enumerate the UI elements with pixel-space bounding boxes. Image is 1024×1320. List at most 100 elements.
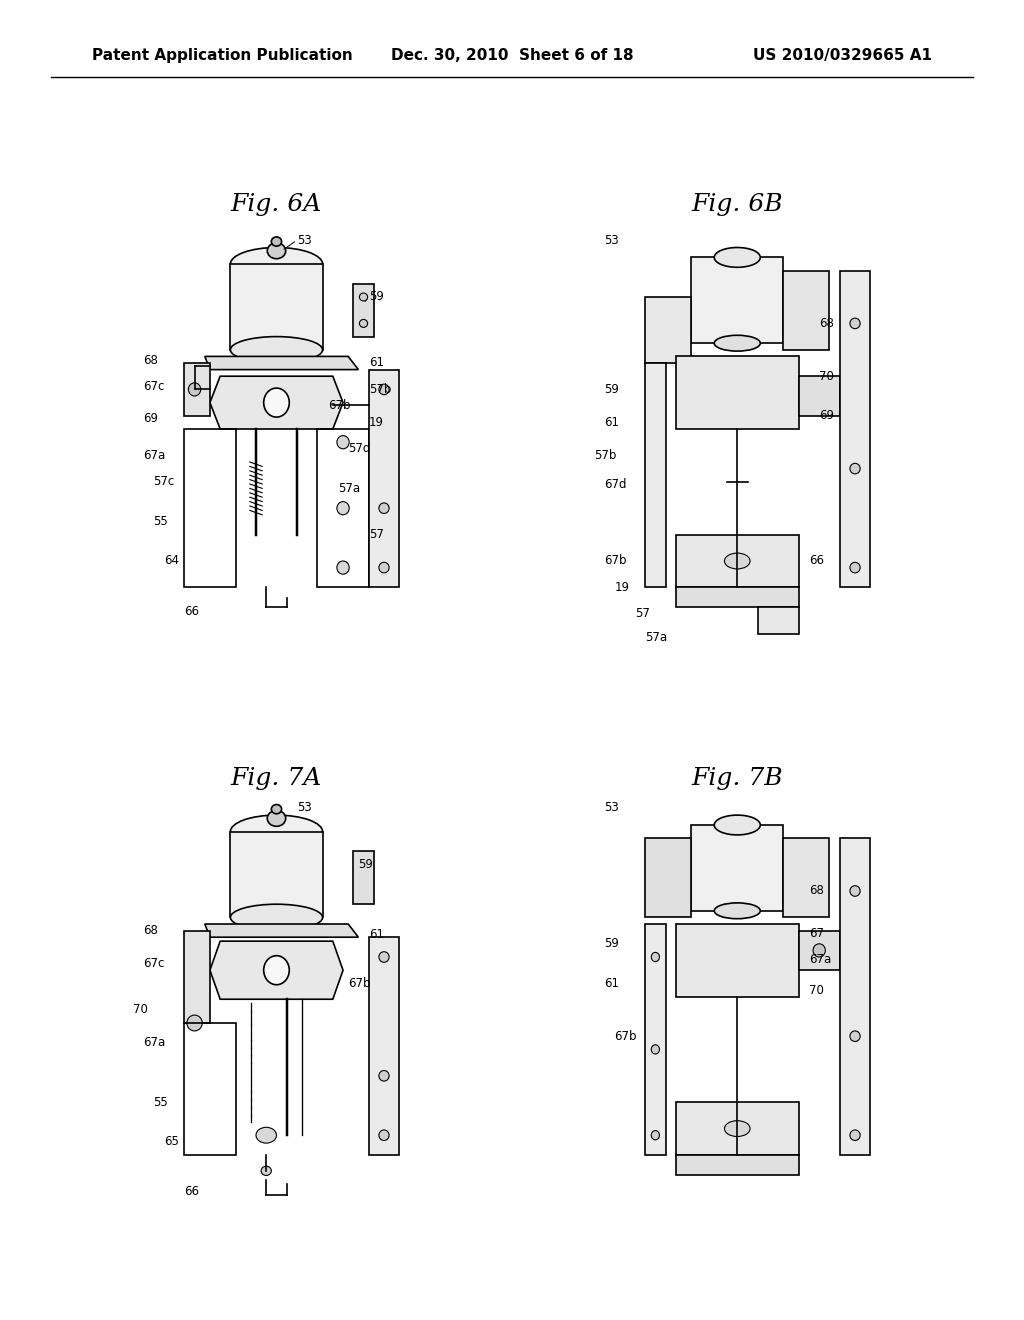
Text: 61: 61: [604, 416, 620, 429]
Ellipse shape: [725, 553, 750, 569]
Polygon shape: [840, 838, 870, 1155]
Polygon shape: [205, 924, 358, 937]
Polygon shape: [645, 297, 691, 363]
Text: 57: 57: [369, 528, 384, 541]
Text: 61: 61: [369, 356, 384, 370]
Text: 57b: 57b: [594, 449, 616, 462]
Polygon shape: [799, 931, 840, 970]
Ellipse shape: [714, 903, 760, 919]
Ellipse shape: [850, 318, 860, 329]
Text: 67: 67: [809, 927, 824, 940]
Text: 67d: 67d: [604, 478, 627, 491]
Polygon shape: [210, 941, 343, 999]
Ellipse shape: [359, 293, 368, 301]
Text: Fig. 7A: Fig. 7A: [230, 767, 323, 791]
Ellipse shape: [230, 337, 323, 363]
Ellipse shape: [186, 1015, 203, 1031]
Text: 69: 69: [143, 412, 159, 425]
Text: 57b: 57b: [369, 383, 391, 396]
Text: 67a: 67a: [143, 1036, 166, 1049]
Text: 53: 53: [297, 234, 311, 247]
Polygon shape: [369, 937, 399, 1155]
Text: 59: 59: [604, 383, 620, 396]
Ellipse shape: [850, 1130, 860, 1140]
Polygon shape: [676, 1155, 799, 1175]
Text: 57a: 57a: [645, 631, 668, 644]
Text: 59: 59: [358, 858, 374, 871]
Text: 57c: 57c: [154, 475, 175, 488]
Text: 59: 59: [604, 937, 620, 950]
Bar: [691, 257, 783, 343]
Text: 65: 65: [164, 1135, 179, 1148]
Text: 66: 66: [184, 1185, 200, 1199]
Polygon shape: [676, 1102, 799, 1155]
Text: Dec. 30, 2010  Sheet 6 of 18: Dec. 30, 2010 Sheet 6 of 18: [391, 48, 633, 63]
Ellipse shape: [379, 1071, 389, 1081]
Ellipse shape: [714, 814, 760, 836]
Text: 64: 64: [164, 554, 179, 568]
Text: 67a: 67a: [809, 953, 831, 966]
Text: 69: 69: [819, 409, 835, 422]
Ellipse shape: [379, 503, 389, 513]
Polygon shape: [676, 587, 799, 607]
Polygon shape: [676, 535, 799, 587]
Ellipse shape: [264, 956, 290, 985]
Text: 57d: 57d: [348, 442, 371, 455]
Ellipse shape: [188, 383, 201, 396]
Ellipse shape: [725, 1121, 750, 1137]
Polygon shape: [184, 363, 210, 416]
Polygon shape: [676, 356, 799, 429]
Ellipse shape: [651, 1130, 659, 1139]
Ellipse shape: [359, 319, 368, 327]
Text: 67b: 67b: [604, 554, 627, 568]
Polygon shape: [210, 376, 343, 429]
Ellipse shape: [651, 1045, 659, 1053]
Ellipse shape: [379, 1130, 389, 1140]
Text: Fig. 6B: Fig. 6B: [691, 193, 783, 216]
Text: Fig. 7B: Fig. 7B: [691, 767, 783, 791]
Ellipse shape: [230, 248, 323, 281]
Text: Patent Application Publication: Patent Application Publication: [92, 48, 353, 63]
Ellipse shape: [267, 243, 286, 259]
Text: 61: 61: [604, 977, 620, 990]
Polygon shape: [676, 924, 799, 997]
Polygon shape: [353, 284, 374, 337]
Ellipse shape: [850, 886, 860, 896]
Ellipse shape: [850, 562, 860, 573]
Text: 68: 68: [143, 354, 159, 367]
Bar: [230, 832, 323, 917]
Text: Fig. 6A: Fig. 6A: [230, 193, 323, 216]
Ellipse shape: [271, 238, 282, 246]
Text: 68: 68: [819, 317, 835, 330]
Polygon shape: [783, 271, 829, 350]
Ellipse shape: [230, 814, 323, 849]
Text: 66: 66: [184, 605, 200, 618]
Text: 55: 55: [154, 515, 168, 528]
Ellipse shape: [267, 810, 286, 826]
Polygon shape: [783, 838, 829, 917]
Text: 57a: 57a: [338, 482, 360, 495]
Text: 67b: 67b: [348, 977, 371, 990]
Ellipse shape: [714, 335, 760, 351]
Polygon shape: [758, 607, 799, 634]
Text: 70: 70: [819, 370, 835, 383]
Text: 67a: 67a: [143, 449, 166, 462]
Ellipse shape: [337, 561, 349, 574]
Ellipse shape: [379, 384, 389, 395]
Text: 67c: 67c: [143, 380, 165, 393]
Ellipse shape: [256, 1127, 276, 1143]
Ellipse shape: [714, 247, 760, 267]
Text: 59: 59: [369, 290, 384, 304]
Ellipse shape: [379, 562, 389, 573]
Text: 68: 68: [809, 884, 824, 898]
Text: 61: 61: [369, 928, 384, 941]
Text: 70: 70: [133, 1003, 148, 1016]
Text: 67b: 67b: [328, 399, 350, 412]
Text: 57: 57: [635, 607, 650, 620]
Ellipse shape: [379, 952, 389, 962]
Ellipse shape: [813, 944, 825, 957]
Polygon shape: [645, 838, 691, 917]
Text: 53: 53: [297, 801, 311, 814]
Bar: [691, 825, 783, 911]
Text: 66: 66: [809, 554, 824, 568]
